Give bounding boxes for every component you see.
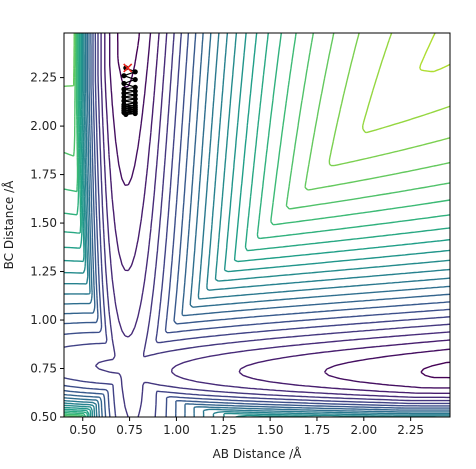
plot-frame bbox=[63, 32, 451, 418]
contour-level bbox=[108, 33, 450, 389]
y-tick-label: 0.50 bbox=[30, 410, 57, 424]
contour-level bbox=[64, 33, 450, 417]
contour-level bbox=[64, 33, 450, 417]
trajectory-point bbox=[132, 88, 138, 94]
y-tick-label: 1.00 bbox=[30, 313, 57, 327]
y-tick-label: 2.00 bbox=[30, 119, 57, 133]
contour-level bbox=[328, 33, 450, 167]
contour-level bbox=[64, 33, 450, 417]
contour-level bbox=[64, 33, 450, 417]
x-tick-label: 0.50 bbox=[69, 423, 96, 437]
trajectory-point bbox=[121, 98, 127, 104]
x-tick-label: 2.25 bbox=[397, 423, 424, 437]
y-tick-label: 1.25 bbox=[30, 265, 57, 279]
trajectory-point bbox=[121, 86, 127, 92]
contour-level bbox=[64, 33, 450, 417]
contour-level bbox=[117, 33, 450, 379]
trajectory-point bbox=[132, 96, 138, 102]
contour-level bbox=[64, 33, 450, 417]
start-marker bbox=[123, 63, 133, 73]
trajectory-point bbox=[121, 90, 127, 96]
contour-level bbox=[419, 33, 450, 73]
y-axis-label: BC Distance /Å bbox=[1, 180, 16, 270]
trajectory-point bbox=[132, 92, 138, 98]
contour-level bbox=[100, 33, 450, 399]
x-tick-label: 0.75 bbox=[116, 423, 143, 437]
y-tick-label: 1.75 bbox=[30, 168, 57, 182]
contour-level bbox=[64, 33, 450, 417]
x-axis-label: AB Distance /Å bbox=[213, 446, 303, 461]
contour-level bbox=[104, 33, 450, 394]
y-axis-ticks: 0.50 0.75 1.00 1.25 1.50 1.75 2.00 2.25 bbox=[30, 71, 64, 424]
x-axis-ticks: 0.50 0.75 1.00 1.25 1.50 1.75 2.00 2.25 bbox=[69, 417, 424, 437]
trajectory-point bbox=[132, 69, 138, 75]
trajectory-point bbox=[121, 94, 127, 100]
trajectory-point bbox=[132, 76, 138, 83]
contour-level bbox=[64, 33, 450, 417]
y-tick-label: 2.25 bbox=[30, 71, 57, 85]
trajectory-point bbox=[123, 111, 129, 118]
trajectory-point bbox=[132, 84, 138, 90]
contour-level bbox=[95, 33, 450, 417]
x-tick-label: 1.50 bbox=[257, 423, 284, 437]
x-tick-label: 1.00 bbox=[163, 423, 190, 437]
x-tick-label: 1.75 bbox=[304, 423, 331, 437]
contour-level bbox=[64, 33, 450, 417]
trajectory-point bbox=[132, 110, 138, 117]
contour-level bbox=[64, 33, 450, 417]
contour-level bbox=[64, 33, 450, 417]
contour-level bbox=[362, 33, 450, 134]
trajectory-path bbox=[121, 63, 138, 118]
y-tick-label: 0.75 bbox=[30, 362, 57, 376]
x-tick-label: 2.00 bbox=[350, 423, 377, 437]
contour-level bbox=[64, 33, 450, 417]
x-tick-label: 1.25 bbox=[210, 423, 237, 437]
trajectory-point bbox=[121, 80, 127, 87]
contour-level bbox=[64, 33, 450, 417]
trajectory-point bbox=[121, 73, 127, 79]
contour-level bbox=[64, 33, 450, 417]
y-tick-label: 1.50 bbox=[30, 216, 57, 230]
